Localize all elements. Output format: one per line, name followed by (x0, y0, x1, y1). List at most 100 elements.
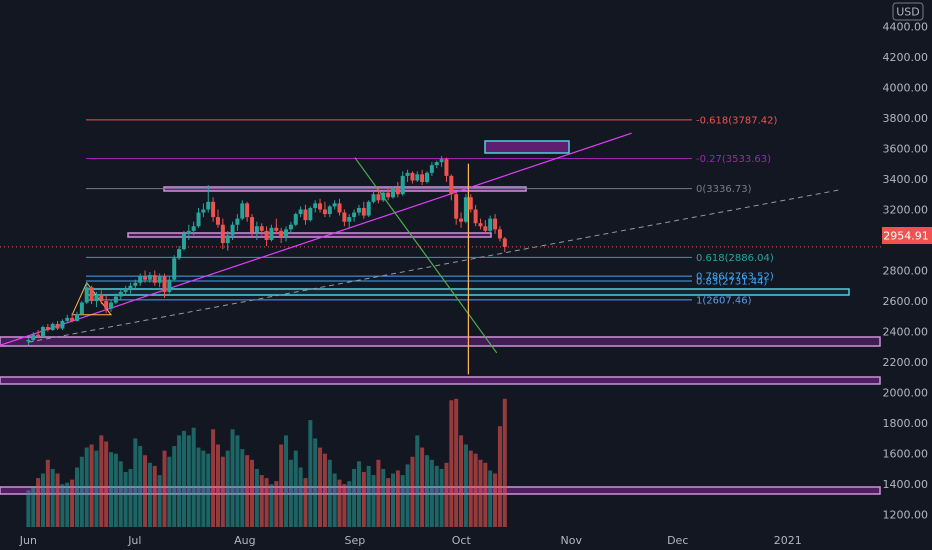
volume-bar (191, 427, 196, 527)
volume-bar (40, 473, 45, 527)
volume-bar (269, 484, 274, 527)
volume-bar (104, 441, 109, 527)
candle-body (337, 203, 342, 213)
support-zone-upper (0, 336, 881, 347)
volume-bar (390, 473, 395, 527)
y-axis-tick-label: 2400.00 (883, 326, 929, 339)
volume-bar (386, 478, 391, 527)
volume-bar (250, 459, 255, 527)
candle-body (347, 217, 352, 222)
volume-bar (478, 459, 483, 527)
candle-body (128, 285, 133, 289)
y-axis-tick-label: 3200.00 (883, 203, 929, 216)
candle-body (390, 188, 395, 198)
volume-bar (45, 459, 50, 527)
volume-bar (400, 475, 405, 527)
candle-body (429, 165, 434, 173)
volume-bar (181, 430, 186, 527)
candle-body (279, 230, 284, 237)
volume-bar (70, 479, 75, 527)
y-axis-tick-label: 4000.00 (883, 81, 929, 94)
volume-bar (395, 470, 400, 527)
x-axis-tick-label: Sep (344, 534, 365, 547)
candle-body (327, 206, 332, 215)
candle-body (45, 327, 50, 331)
volume-bar (371, 475, 376, 527)
candle-body (99, 294, 104, 302)
y-axis-tick-label: 4400.00 (883, 20, 929, 33)
candle-body (186, 230, 191, 234)
candle-body (60, 320, 65, 329)
target-box (484, 140, 570, 154)
volume-bar (143, 455, 148, 527)
volume-bar (118, 461, 123, 527)
volume-bar (381, 468, 386, 527)
candle-body (225, 235, 230, 244)
candle-body (240, 203, 245, 219)
candle-body (55, 323, 60, 329)
volume-bar (488, 470, 493, 527)
candle-body (196, 212, 201, 227)
candle-body (488, 218, 493, 231)
candle-body (381, 192, 386, 201)
candle-body (113, 296, 118, 303)
volume-bar (177, 435, 182, 527)
candle-body (308, 207, 313, 221)
volume-bar (284, 435, 289, 527)
candle-body (493, 218, 498, 230)
fib-level-label: -0.27(3533.63) (696, 154, 771, 165)
volume-bar (133, 438, 138, 527)
volume-bar (65, 482, 70, 527)
volume-bar (429, 459, 434, 527)
x-axis-tick-label: Oct (452, 534, 472, 547)
candle-body (483, 226, 488, 231)
candle-body (36, 334, 41, 337)
candle-body (250, 217, 255, 233)
candle-body (206, 201, 211, 210)
candle-body (26, 339, 31, 342)
volume-bar (220, 456, 225, 527)
volume-bar (308, 420, 313, 527)
candle-body (420, 174, 425, 182)
candle-body (152, 275, 157, 283)
volume-bar (298, 467, 303, 527)
candle-body (410, 172, 415, 181)
candle-body (342, 212, 347, 222)
candle-body (478, 223, 483, 227)
volume-bar (303, 478, 308, 527)
volume-bar (493, 473, 498, 527)
candle-body (502, 238, 507, 247)
volume-bar (167, 456, 172, 527)
candle-body (254, 226, 259, 233)
volume-layer (26, 398, 507, 527)
currency-badge[interactable]: USD (892, 2, 924, 21)
volume-bar (259, 475, 264, 527)
volume-bar (211, 429, 216, 527)
candle-body (75, 314, 79, 321)
volume-bar (274, 481, 279, 527)
volume-bar (147, 462, 152, 527)
candle-body (356, 207, 361, 213)
volume-bar (75, 467, 79, 527)
volume-bar (449, 400, 454, 527)
candle-body (293, 214, 298, 225)
volume-bar (410, 456, 415, 527)
candle-body (138, 276, 143, 283)
volume-bar (230, 429, 235, 527)
fib-layer: -0.618(3787.42) -0.27(3533.63) 0(3336.73) 0… (86, 115, 777, 306)
volume-bar (342, 484, 347, 527)
candle-body (352, 212, 357, 218)
axis-layer: 4400.00 4200.00 4000.00 3800.00 3600.00 3400.… (19, 20, 928, 547)
volume-bar (288, 459, 293, 527)
candle-body (473, 209, 478, 224)
ascending-trendline (0, 132, 632, 346)
candle-body (497, 229, 502, 239)
candle-body (298, 209, 303, 215)
volume-bar (157, 475, 162, 527)
candle-body (259, 226, 264, 231)
candle-body (181, 233, 186, 250)
fib-level-label: -0.618(3787.42) (696, 115, 777, 126)
x-axis-tick-label: Dec (667, 534, 688, 547)
candle-body (191, 226, 196, 231)
